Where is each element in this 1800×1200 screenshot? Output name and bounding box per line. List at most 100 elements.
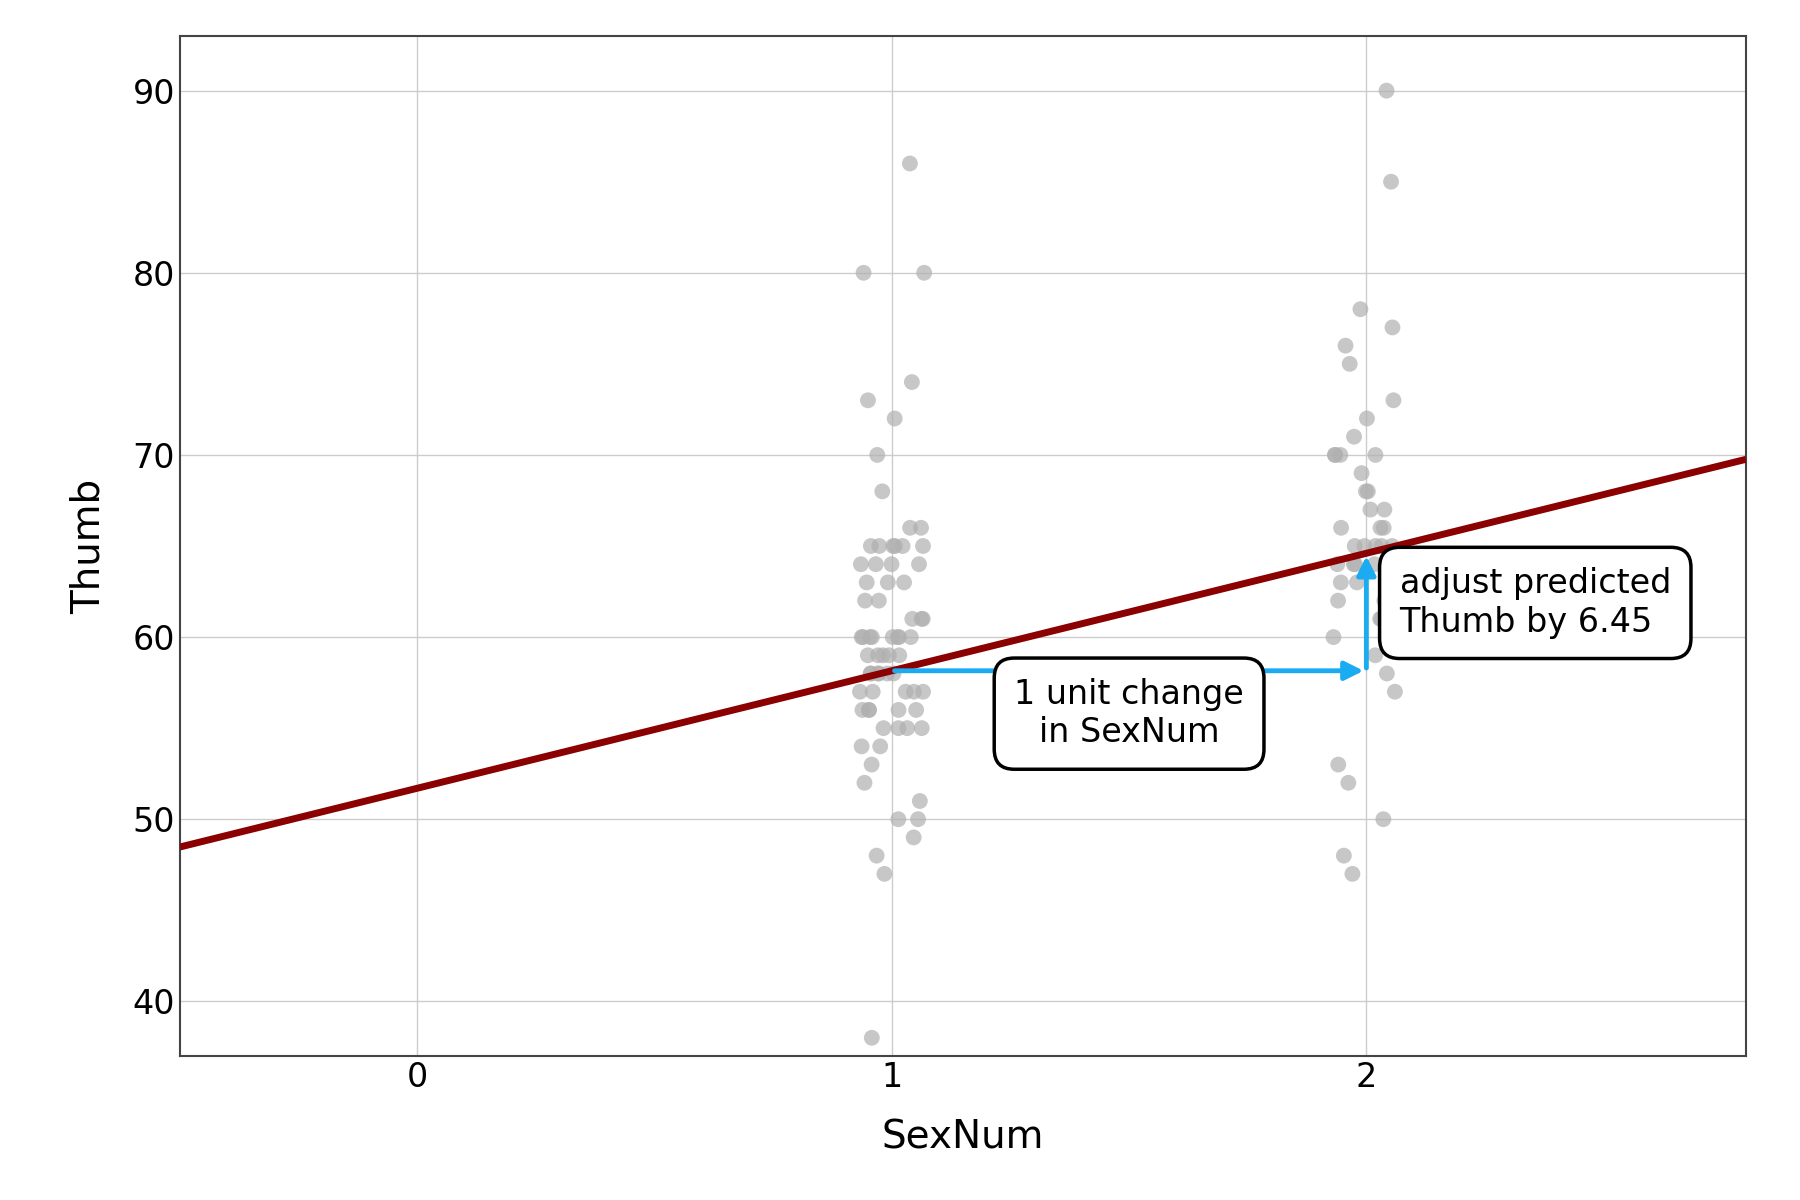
Point — [896, 154, 925, 173]
Text: 1 unit change
in SexNum: 1 unit change in SexNum — [1013, 678, 1244, 749]
Point — [880, 536, 909, 556]
Point — [846, 682, 875, 701]
Point — [1379, 318, 1408, 337]
Point — [1370, 500, 1399, 520]
Point — [862, 554, 891, 574]
Point — [878, 664, 907, 683]
Point — [864, 592, 893, 611]
Point — [887, 536, 916, 556]
Point — [848, 628, 877, 647]
Point — [1377, 172, 1406, 191]
Point — [1321, 445, 1350, 464]
Point — [896, 518, 925, 538]
Point — [855, 628, 884, 647]
Point — [1323, 592, 1352, 611]
Point — [855, 701, 884, 720]
Point — [1370, 810, 1399, 829]
Point — [891, 682, 920, 701]
Point — [1366, 610, 1395, 629]
Point — [1341, 554, 1370, 574]
Point — [846, 554, 875, 574]
Point — [907, 719, 936, 738]
Point — [857, 536, 886, 556]
Point — [1361, 445, 1390, 464]
Point — [1339, 427, 1368, 446]
Point — [862, 846, 891, 865]
Point — [873, 572, 902, 592]
Point — [1327, 445, 1355, 464]
Point — [1323, 755, 1352, 774]
Point — [1361, 536, 1390, 556]
Point — [1330, 846, 1359, 865]
Point — [1368, 536, 1397, 556]
Point — [853, 391, 882, 410]
X-axis label: SexNum: SexNum — [882, 1118, 1044, 1157]
Point — [909, 536, 938, 556]
Point — [1321, 445, 1350, 464]
Point — [1370, 592, 1399, 611]
Point — [909, 263, 938, 282]
Point — [884, 810, 913, 829]
Point — [848, 701, 877, 720]
Point — [1336, 354, 1364, 373]
Point — [905, 792, 934, 811]
Point — [866, 536, 895, 556]
Point — [898, 372, 927, 391]
Point — [855, 701, 884, 720]
Point — [884, 719, 913, 738]
Point — [864, 664, 893, 683]
Point — [1327, 518, 1355, 538]
Point — [884, 628, 913, 647]
Point — [1379, 391, 1408, 410]
Point — [864, 646, 893, 665]
Point — [857, 628, 886, 647]
Point — [869, 646, 898, 665]
Point — [853, 646, 882, 665]
Point — [904, 810, 932, 829]
Point — [1319, 628, 1348, 647]
Point — [1352, 409, 1381, 428]
Point — [864, 664, 893, 683]
Point — [909, 610, 938, 629]
Point — [853, 572, 882, 592]
Point — [868, 481, 896, 500]
Point — [877, 554, 905, 574]
Point — [884, 628, 913, 647]
Point — [848, 628, 877, 647]
Point — [1343, 572, 1372, 592]
Point — [902, 701, 931, 720]
Point — [857, 664, 886, 683]
Point — [862, 445, 891, 464]
Point — [886, 646, 914, 665]
Point — [905, 554, 934, 574]
Point — [1372, 82, 1400, 101]
Point — [884, 701, 913, 720]
Point — [907, 518, 936, 538]
Point — [859, 682, 887, 701]
Point — [878, 628, 907, 647]
Point — [1366, 518, 1395, 538]
Text: adjust predicted
Thumb by 6.45: adjust predicted Thumb by 6.45 — [1400, 568, 1670, 638]
Point — [857, 1028, 886, 1048]
Point — [1361, 554, 1390, 574]
Point — [1373, 628, 1402, 647]
Point — [880, 409, 909, 428]
Point — [857, 664, 886, 683]
Point — [1368, 610, 1397, 629]
Point — [866, 737, 895, 756]
Y-axis label: Thumb: Thumb — [70, 479, 108, 613]
Point — [1323, 554, 1352, 574]
Point — [1334, 773, 1363, 792]
Point — [878, 536, 907, 556]
Point — [898, 610, 927, 629]
Point — [873, 664, 902, 683]
Point — [1327, 572, 1355, 592]
Point — [1381, 682, 1409, 701]
Point — [1355, 500, 1384, 520]
Point — [869, 719, 898, 738]
Point — [1332, 336, 1361, 355]
Point — [909, 682, 938, 701]
Point — [1346, 300, 1375, 319]
Point — [875, 646, 904, 665]
Point — [1341, 536, 1370, 556]
